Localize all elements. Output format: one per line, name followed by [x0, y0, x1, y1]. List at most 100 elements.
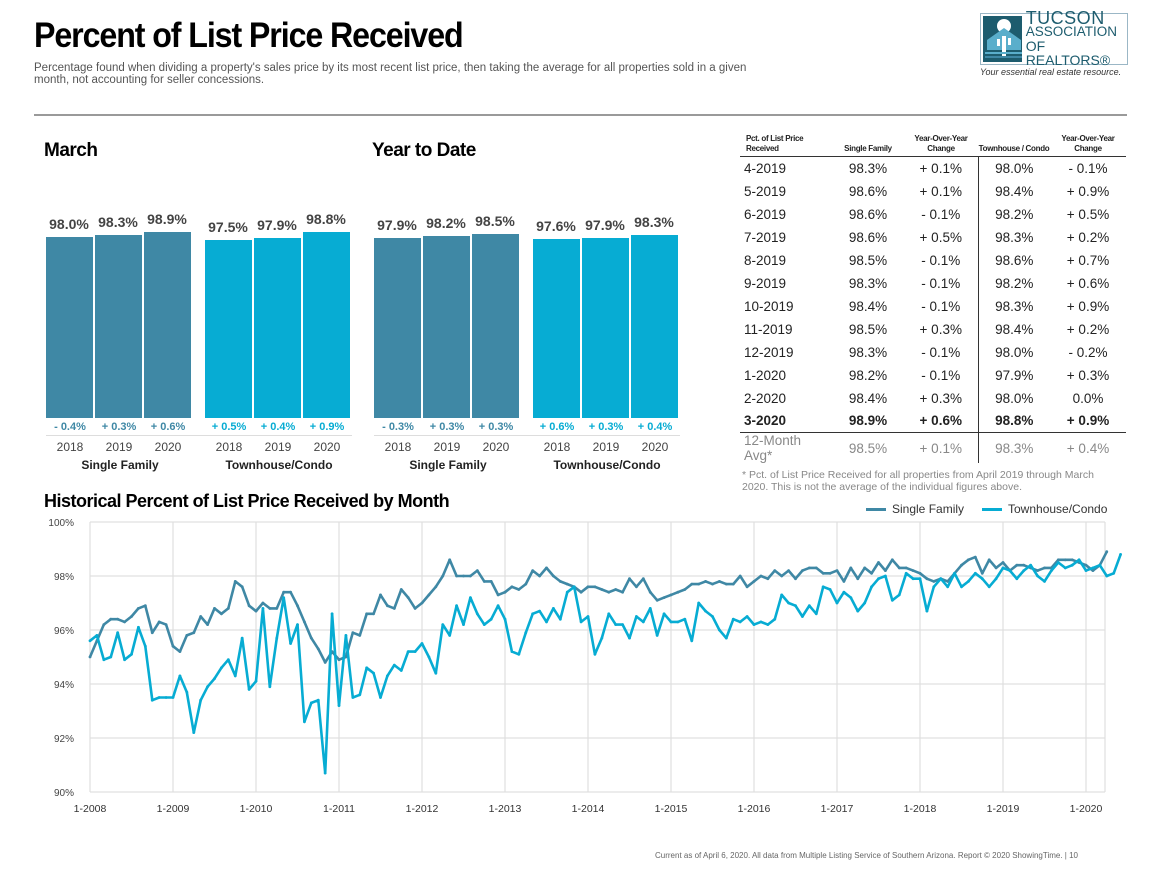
data-point	[697, 601, 701, 605]
data-point	[863, 601, 867, 605]
data-point	[1043, 566, 1046, 570]
bar-year-label: 2018	[543, 440, 571, 454]
data-point	[1070, 563, 1074, 567]
bar-single_family-2018	[46, 237, 93, 418]
bar-year-label: 2018	[215, 440, 243, 454]
data-point	[164, 696, 168, 699]
table-cell: 8-2019	[744, 252, 787, 268]
data-point	[835, 569, 839, 572]
data-point	[420, 601, 424, 605]
data-point	[980, 577, 984, 581]
data-point	[884, 574, 887, 578]
data-point	[150, 631, 154, 635]
data-point	[448, 634, 452, 637]
data-point	[344, 655, 348, 659]
data-point	[123, 658, 126, 662]
data-point	[614, 623, 618, 626]
data-point	[641, 620, 645, 624]
bar-year-label: 2019	[264, 440, 292, 454]
data-point	[724, 582, 728, 586]
logo-line3: OF REALTORS®	[1025, 38, 1111, 68]
data-point	[116, 631, 120, 635]
data-point	[351, 696, 355, 699]
bar-townhouse-2019	[254, 237, 301, 418]
data-point	[434, 671, 438, 675]
bar-change-label: + 0.3%	[588, 421, 624, 433]
bar-change-label: + 0.6%	[539, 421, 575, 433]
data-point	[662, 596, 666, 599]
data-point	[503, 617, 507, 621]
data-point	[379, 696, 382, 699]
data-point	[448, 558, 452, 562]
bar-axis-line	[374, 435, 680, 436]
data-point	[925, 577, 929, 581]
data-point	[427, 655, 431, 659]
data-point	[648, 607, 652, 610]
data-point	[745, 585, 749, 589]
data-point	[683, 617, 687, 621]
table-cell: 98.6%	[848, 183, 888, 199]
data-point	[268, 607, 272, 610]
table-cell: + 0.9%	[1050, 409, 1126, 433]
data-point	[807, 566, 811, 570]
table-cell: - 0.1%	[904, 202, 979, 226]
table-row: 6-2019 98.6% - 0.1% 98.2% + 0.5%	[740, 202, 1126, 226]
data-point	[171, 696, 175, 699]
data-point	[88, 655, 92, 659]
table-cell: 2-2020	[744, 390, 787, 406]
data-point	[635, 615, 638, 618]
data-point	[856, 609, 860, 613]
legend-single-family: Single Family	[866, 502, 964, 516]
data-point	[303, 620, 306, 624]
table-cell: + 0.9%	[1066, 298, 1110, 314]
data-point	[171, 644, 175, 648]
data-point	[628, 577, 631, 581]
bar-value-label: 98.9%	[147, 210, 187, 227]
table-row: 7-2019 98.6% + 0.5% 98.3% + 0.2%	[740, 225, 1126, 249]
table-cell: + 0.4%	[1066, 440, 1110, 456]
data-point	[801, 615, 804, 618]
data-point	[545, 620, 548, 624]
data-point	[960, 585, 963, 589]
data-point	[538, 609, 541, 613]
data-point	[787, 601, 790, 605]
data-point	[1056, 561, 1060, 564]
table-cell: 98.3%	[848, 160, 888, 176]
data-point	[379, 593, 382, 597]
data-point	[469, 574, 472, 578]
logo: TUCSON ASSOCIATION OF REALTORS® Your ess…	[980, 9, 1128, 77]
col-header-sf-yoy: Year-Over-Year Change	[904, 134, 978, 157]
table-cell: 1-2020	[744, 367, 787, 383]
data-point	[621, 590, 624, 594]
data-point	[918, 571, 922, 575]
data-point	[475, 612, 479, 616]
data-point	[323, 661, 327, 664]
data-point	[531, 612, 535, 616]
data-point	[1015, 563, 1019, 567]
data-point	[662, 612, 666, 616]
data-point	[669, 593, 673, 597]
data-point	[600, 636, 604, 640]
data-point	[1036, 569, 1039, 572]
data-point	[213, 677, 216, 680]
data-point	[365, 612, 369, 616]
data-point	[316, 647, 320, 651]
data-point	[731, 582, 735, 586]
x-tick-label: 1-2010	[240, 803, 273, 815]
table-cell: - 0.1%	[1068, 160, 1108, 176]
bar-townhouse-2018	[205, 240, 252, 418]
x-tick-label: 1-2016	[738, 803, 771, 815]
data-point	[482, 623, 486, 626]
data-point	[780, 593, 784, 597]
header-divider	[34, 114, 1127, 116]
data-point	[392, 663, 396, 667]
table-cell: - 0.1%	[904, 363, 979, 387]
bar-category-label: Townhouse/Condo	[225, 458, 333, 472]
data-point	[870, 571, 873, 575]
table-cell: 98.0%	[995, 160, 1034, 176]
data-point	[738, 574, 742, 578]
bar-change-label: - 0.3%	[382, 421, 414, 433]
col-header-th-yoy: Year-Over-Year Change	[1050, 134, 1126, 157]
x-tick-label: 1-2015	[655, 803, 688, 815]
